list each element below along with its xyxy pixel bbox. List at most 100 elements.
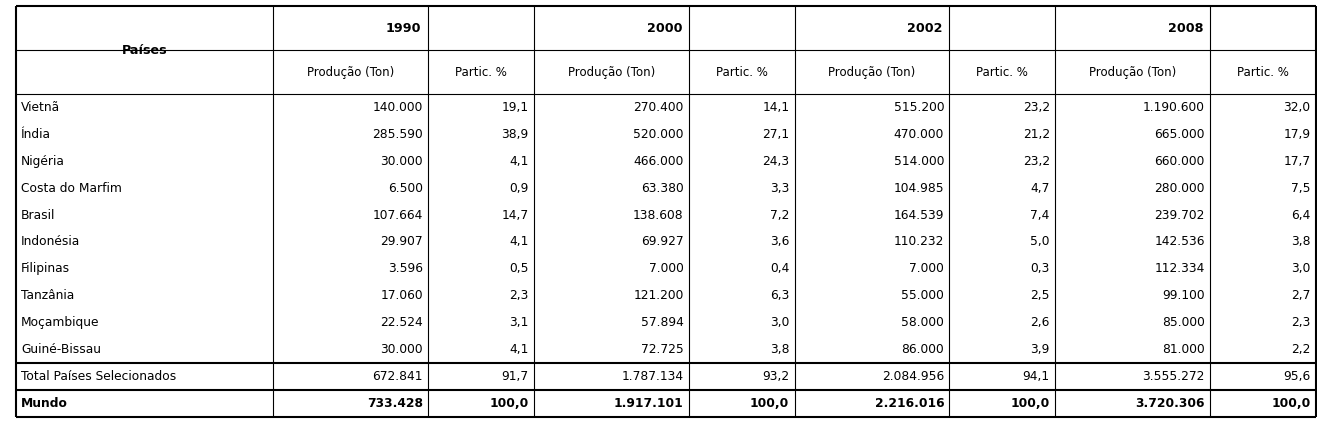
Text: 110.232: 110.232 (894, 236, 944, 248)
Text: 164.539: 164.539 (894, 209, 944, 222)
Text: 733.428: 733.428 (367, 397, 423, 410)
Text: 4,1: 4,1 (510, 236, 528, 248)
Text: 14,7: 14,7 (502, 209, 528, 222)
Text: 17,7: 17,7 (1283, 155, 1310, 168)
Text: Índia: Índia (21, 128, 51, 141)
Text: 2,7: 2,7 (1291, 289, 1310, 302)
Text: 1.787.134: 1.787.134 (622, 370, 684, 383)
Text: Indonésia: Indonésia (21, 236, 80, 248)
Text: Partic. %: Partic. % (976, 66, 1029, 79)
Text: 0,9: 0,9 (510, 182, 528, 195)
Text: 3,6: 3,6 (770, 236, 789, 248)
Text: 93,2: 93,2 (763, 370, 789, 383)
Text: 665.000: 665.000 (1154, 128, 1205, 141)
Text: 85.000: 85.000 (1162, 316, 1205, 329)
Text: 21,2: 21,2 (1023, 128, 1050, 141)
Text: 23,2: 23,2 (1023, 101, 1050, 114)
Text: 104.985: 104.985 (893, 182, 944, 195)
Text: 672.841: 672.841 (373, 370, 423, 383)
Text: 466.000: 466.000 (633, 155, 684, 168)
Text: Guiné-Bissau: Guiné-Bissau (21, 343, 101, 356)
Text: 86.000: 86.000 (901, 343, 944, 356)
Text: 7,5: 7,5 (1291, 182, 1310, 195)
Text: 4,1: 4,1 (510, 343, 528, 356)
Text: Partic. %: Partic. % (716, 66, 768, 79)
Text: Produção (Ton): Produção (Ton) (307, 66, 395, 79)
Text: 3.555.272: 3.555.272 (1142, 370, 1205, 383)
Text: 7.000: 7.000 (909, 262, 944, 275)
Text: 81.000: 81.000 (1162, 343, 1205, 356)
Text: 2.216.016: 2.216.016 (874, 397, 944, 410)
Text: 23,2: 23,2 (1023, 155, 1050, 168)
Text: 121.200: 121.200 (633, 289, 684, 302)
Text: 138.608: 138.608 (633, 209, 684, 222)
Text: 6,4: 6,4 (1291, 209, 1310, 222)
Text: 27,1: 27,1 (763, 128, 789, 141)
Text: 2.084.956: 2.084.956 (882, 370, 944, 383)
Text: 3,3: 3,3 (770, 182, 789, 195)
Text: 100,0: 100,0 (490, 397, 528, 410)
Text: 112.334: 112.334 (1155, 262, 1205, 275)
Text: 30.000: 30.000 (381, 155, 423, 168)
Text: Moçambique: Moçambique (21, 316, 100, 329)
Text: 470.000: 470.000 (894, 128, 944, 141)
Text: 72.725: 72.725 (641, 343, 684, 356)
Text: 3,0: 3,0 (770, 316, 789, 329)
Text: 100,0: 100,0 (1010, 397, 1050, 410)
Text: Mundo: Mundo (21, 397, 68, 410)
Text: 100,0: 100,0 (751, 397, 789, 410)
Text: 91,7: 91,7 (502, 370, 528, 383)
Text: 63.380: 63.380 (641, 182, 684, 195)
Text: 515.200: 515.200 (893, 101, 944, 114)
Text: 55.000: 55.000 (901, 289, 944, 302)
Text: 94,1: 94,1 (1023, 370, 1050, 383)
Text: 2,2: 2,2 (1291, 343, 1310, 356)
Text: 22.524: 22.524 (381, 316, 423, 329)
Text: 6.500: 6.500 (389, 182, 423, 195)
Text: 285.590: 285.590 (373, 128, 423, 141)
Text: 2,5: 2,5 (1030, 289, 1050, 302)
Text: 5,0: 5,0 (1030, 236, 1050, 248)
Text: 100,0: 100,0 (1271, 397, 1310, 410)
Text: 3,9: 3,9 (1030, 343, 1050, 356)
Text: 6,3: 6,3 (770, 289, 789, 302)
Text: 0,4: 0,4 (770, 262, 789, 275)
Text: 2,6: 2,6 (1030, 316, 1050, 329)
Text: 2002: 2002 (907, 22, 943, 35)
Text: Filipinas: Filipinas (21, 262, 70, 275)
Text: Costa do Marfim: Costa do Marfim (21, 182, 122, 195)
Text: Partic. %: Partic. % (1237, 66, 1289, 79)
Text: 29.907: 29.907 (381, 236, 423, 248)
Text: 3.720.306: 3.720.306 (1135, 397, 1205, 410)
Text: Total Países Selecionados: Total Países Selecionados (21, 370, 176, 383)
Text: 69.927: 69.927 (641, 236, 684, 248)
Text: 3,1: 3,1 (510, 316, 528, 329)
Text: Vietnã: Vietnã (21, 101, 61, 114)
Text: 17.060: 17.060 (381, 289, 423, 302)
Text: Nigéria: Nigéria (21, 155, 65, 168)
Text: Produção (Ton): Produção (Ton) (1089, 66, 1176, 79)
Text: 520.000: 520.000 (633, 128, 684, 141)
Text: 4,1: 4,1 (510, 155, 528, 168)
Text: 4,7: 4,7 (1030, 182, 1050, 195)
Text: 3,0: 3,0 (1291, 262, 1310, 275)
Text: 7.000: 7.000 (649, 262, 684, 275)
Text: 14,1: 14,1 (763, 101, 789, 114)
Text: 270.400: 270.400 (633, 101, 684, 114)
Text: 2,3: 2,3 (510, 289, 528, 302)
Text: 95,6: 95,6 (1283, 370, 1310, 383)
Text: Partic. %: Partic. % (456, 66, 507, 79)
Text: 32,0: 32,0 (1283, 101, 1310, 114)
Text: Brasil: Brasil (21, 209, 55, 222)
Text: 38,9: 38,9 (502, 128, 528, 141)
Text: 3,8: 3,8 (1291, 236, 1310, 248)
Text: 24,3: 24,3 (763, 155, 789, 168)
Text: 0,5: 0,5 (510, 262, 528, 275)
Text: 140.000: 140.000 (373, 101, 423, 114)
Text: 1990: 1990 (386, 22, 421, 35)
Text: 19,1: 19,1 (502, 101, 528, 114)
Text: 239.702: 239.702 (1155, 209, 1205, 222)
Text: Produção (Ton): Produção (Ton) (828, 66, 915, 79)
Text: 99.100: 99.100 (1162, 289, 1205, 302)
Text: 280.000: 280.000 (1154, 182, 1205, 195)
